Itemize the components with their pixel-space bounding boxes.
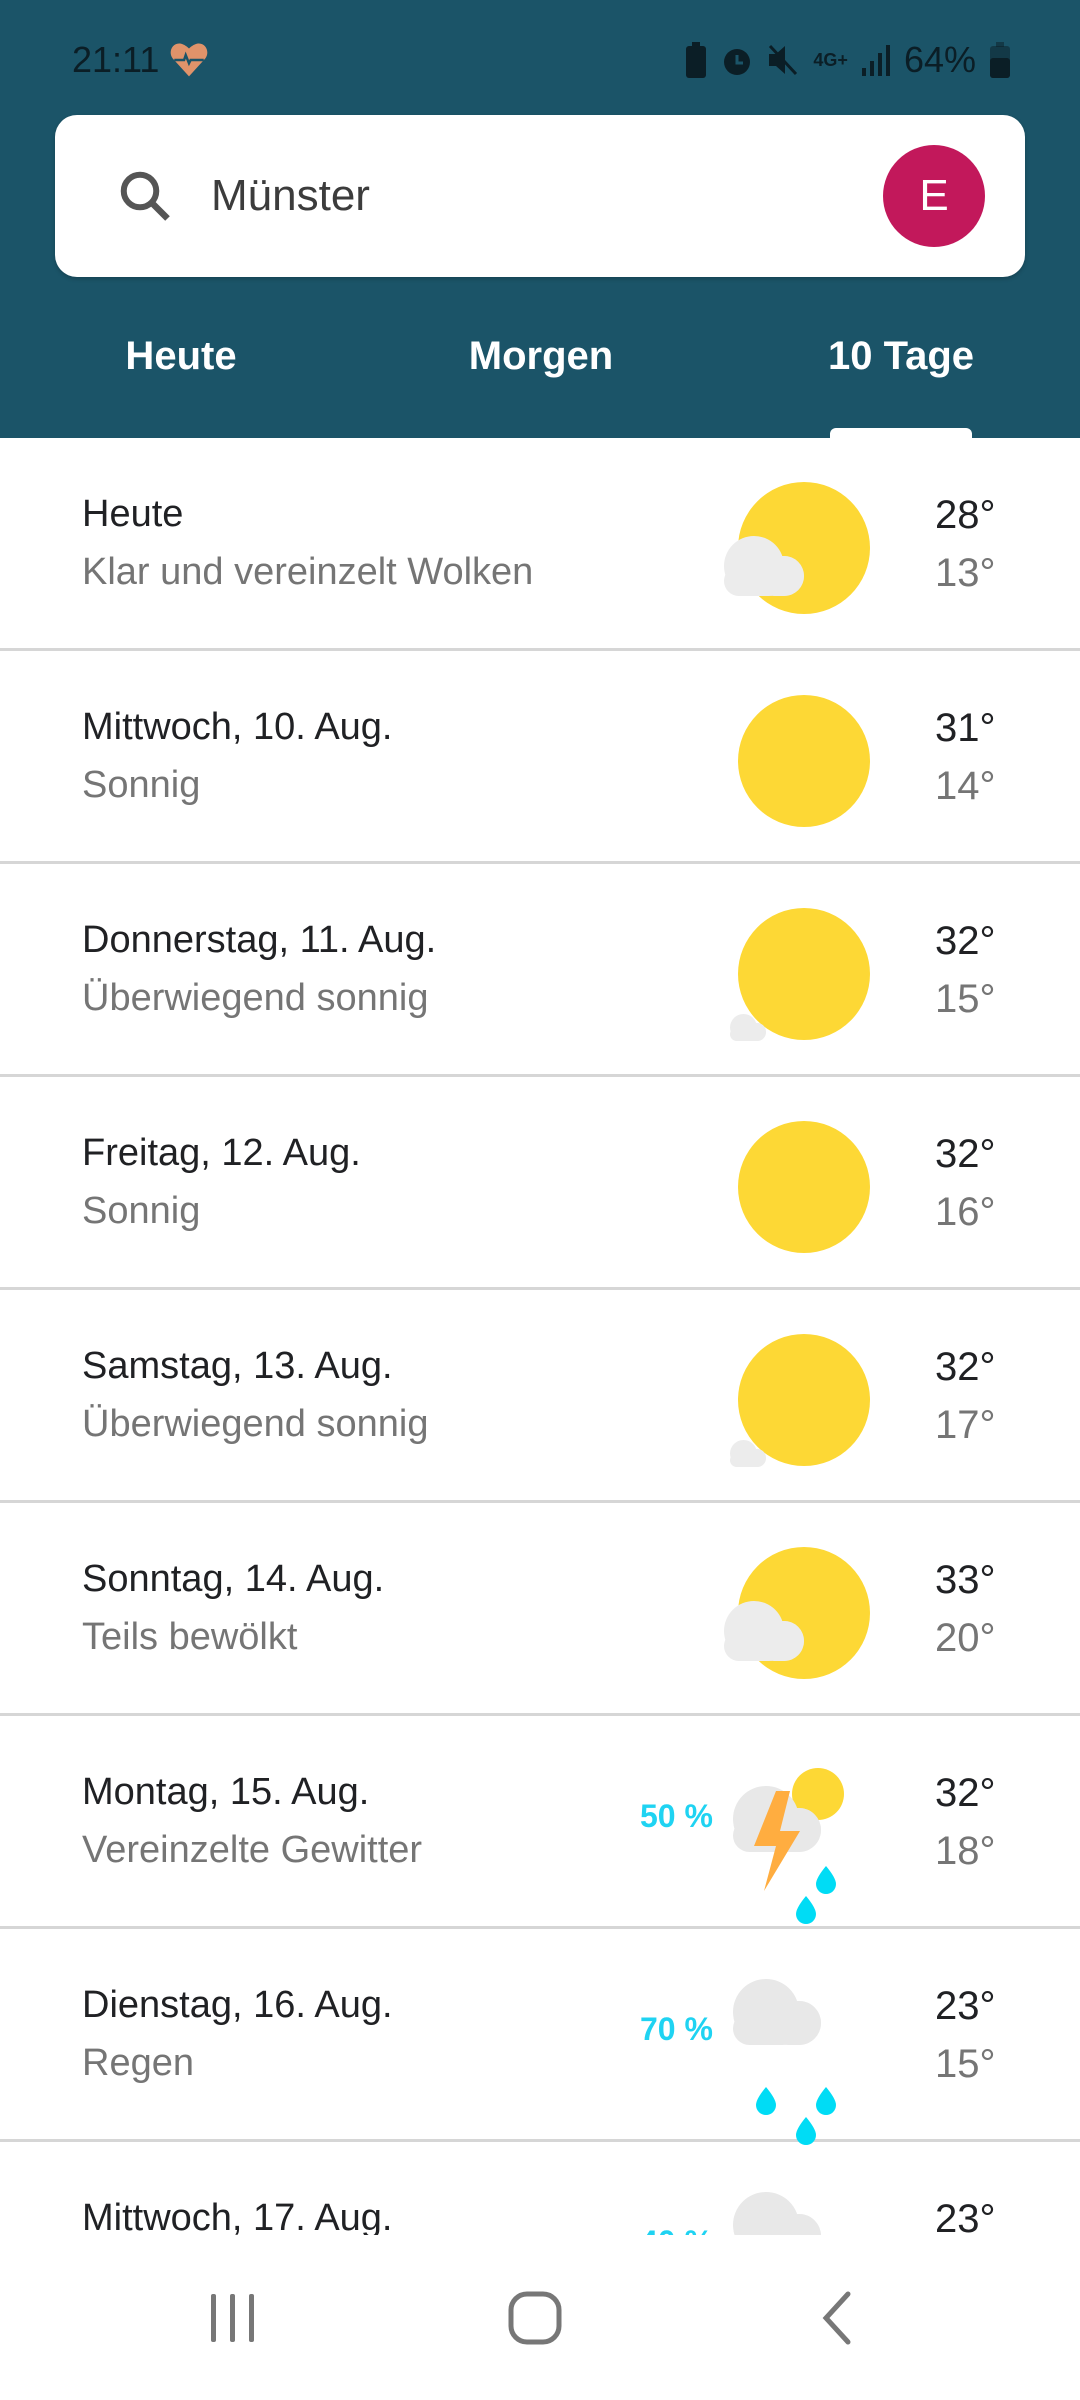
app-header: 21:11 4G+ 64% Münster E Heute Morgen 10 … [0, 0, 1080, 438]
precip-chance: 70 % [640, 2011, 713, 2047]
alarm-icon [724, 49, 751, 75]
battery-percent: 64% [903, 39, 976, 80]
active-tab-indicator [830, 428, 972, 438]
recent-apps-button[interactable] [205, 2290, 261, 2346]
high-temp: 33° [935, 1558, 996, 1602]
mostly-sunny-icon [718, 1320, 878, 1480]
precip-chance: 50 % [640, 1798, 713, 1834]
day-title: Montag, 15. Aug. [82, 1771, 370, 1813]
forecast-row[interactable]: Dienstag, 16. Aug. Regen 70 % 23° 15° [0, 1929, 1080, 2145]
low-temp: 13° [935, 551, 996, 595]
day-title: Mittwoch, 10. Aug. [82, 706, 393, 748]
day-title: Mittwoch, 17. Aug. [82, 2197, 393, 2235]
mostly-sunny-icon [718, 894, 878, 1054]
low-temp: 17° [935, 1403, 996, 1447]
signal-icon [861, 45, 890, 76]
day-title: Dienstag, 16. Aug. [82, 1984, 393, 2026]
search-bar[interactable]: Münster E [55, 115, 1025, 277]
navigation-bar [0, 2235, 1080, 2400]
high-temp: 32° [935, 1345, 996, 1389]
thunderstorm-icon [718, 1746, 878, 1924]
day-summary: Vereinzelte Gewitter [82, 1829, 423, 1871]
mute-icon [769, 44, 798, 76]
forecast-row[interactable]: Montag, 15. Aug. Vereinzelte Gewitter 50… [0, 1716, 1080, 1929]
high-temp: 31° [935, 706, 996, 750]
low-temp: 18° [935, 1829, 996, 1873]
day-summary: Teils bewölkt [82, 1616, 298, 1658]
high-temp: 32° [935, 1132, 996, 1176]
forecast-row[interactable]: Mittwoch, 10. Aug. Sonnig 31° 14° [0, 651, 1080, 864]
day-summary: Sonnig [82, 764, 201, 806]
day-title: Freitag, 12. Aug. [82, 1132, 361, 1174]
high-temp: 23° [935, 2197, 996, 2235]
sunny-icon [718, 681, 878, 841]
low-temp: 16° [935, 1190, 996, 1234]
high-temp: 32° [935, 919, 996, 963]
low-temp: 14° [935, 764, 996, 808]
forecast-row[interactable]: Sonntag, 14. Aug. Teils bewölkt 33° 20° [0, 1503, 1080, 1716]
back-button[interactable] [812, 2290, 868, 2346]
day-title: Sonntag, 14. Aug. [82, 1558, 385, 1600]
day-summary: Klar und vereinzelt Wolken [82, 551, 534, 593]
rain-icon [718, 2172, 878, 2235]
tab-bar: Heute Morgen 10 Tage [0, 320, 1080, 438]
battery-icon [990, 42, 1010, 78]
status-time: 21:11 [72, 39, 160, 80]
low-temp: 20° [935, 1616, 996, 1660]
forecast-list[interactable]: Heute Klar und vereinzelt Wolken 28° 13°… [0, 438, 1080, 2235]
high-temp: 32° [935, 1771, 996, 1815]
day-summary: Sonnig [82, 1190, 201, 1232]
heart-rate-icon [171, 43, 208, 77]
rain-icon [718, 1959, 878, 2145]
forecast-row[interactable]: Donnerstag, 11. Aug. Überwiegend sonnig … [0, 864, 1080, 1077]
avatar[interactable]: E [883, 145, 985, 247]
day-title: Heute [82, 493, 184, 535]
forecast-row[interactable]: Heute Klar und vereinzelt Wolken 28° 13° [0, 438, 1080, 651]
low-temp: 15° [935, 977, 996, 1021]
high-temp: 23° [935, 1984, 996, 2028]
day-summary: Überwiegend sonnig [82, 1403, 429, 1445]
battery-saver-icon [686, 42, 707, 78]
network-4g-icon: 4G+ [813, 49, 848, 70]
status-bar: 21:11 4G+ 64% [72, 38, 1010, 82]
precip-chance: 40 % [640, 2224, 713, 2235]
forecast-row[interactable]: Freitag, 12. Aug. Sonnig 32° 16° [0, 1077, 1080, 1290]
tab-heute[interactable]: Heute [125, 334, 237, 378]
tab-morgen[interactable]: Morgen [468, 334, 614, 378]
day-title: Donnerstag, 11. Aug. [82, 919, 437, 961]
low-temp: 15° [935, 2042, 996, 2086]
high-temp: 28° [935, 493, 996, 537]
search-query[interactable]: Münster [211, 171, 370, 220]
sunny-icon [718, 1107, 878, 1267]
search-icon[interactable] [115, 166, 175, 226]
day-summary: Überwiegend sonnig [82, 977, 429, 1019]
day-title: Samstag, 13. Aug. [82, 1345, 393, 1387]
partly-cloudy-icon [718, 1533, 878, 1693]
forecast-row[interactable]: Samstag, 13. Aug. Überwiegend sonnig 32°… [0, 1290, 1080, 1503]
home-button[interactable] [507, 2290, 563, 2346]
day-summary: Regen [82, 2042, 194, 2084]
partly-cloudy-icon [718, 468, 878, 628]
tab-10-tage[interactable]: 10 Tage [828, 334, 974, 378]
forecast-row[interactable]: Mittwoch, 17. Aug. 40 % 23° [0, 2142, 1080, 2235]
